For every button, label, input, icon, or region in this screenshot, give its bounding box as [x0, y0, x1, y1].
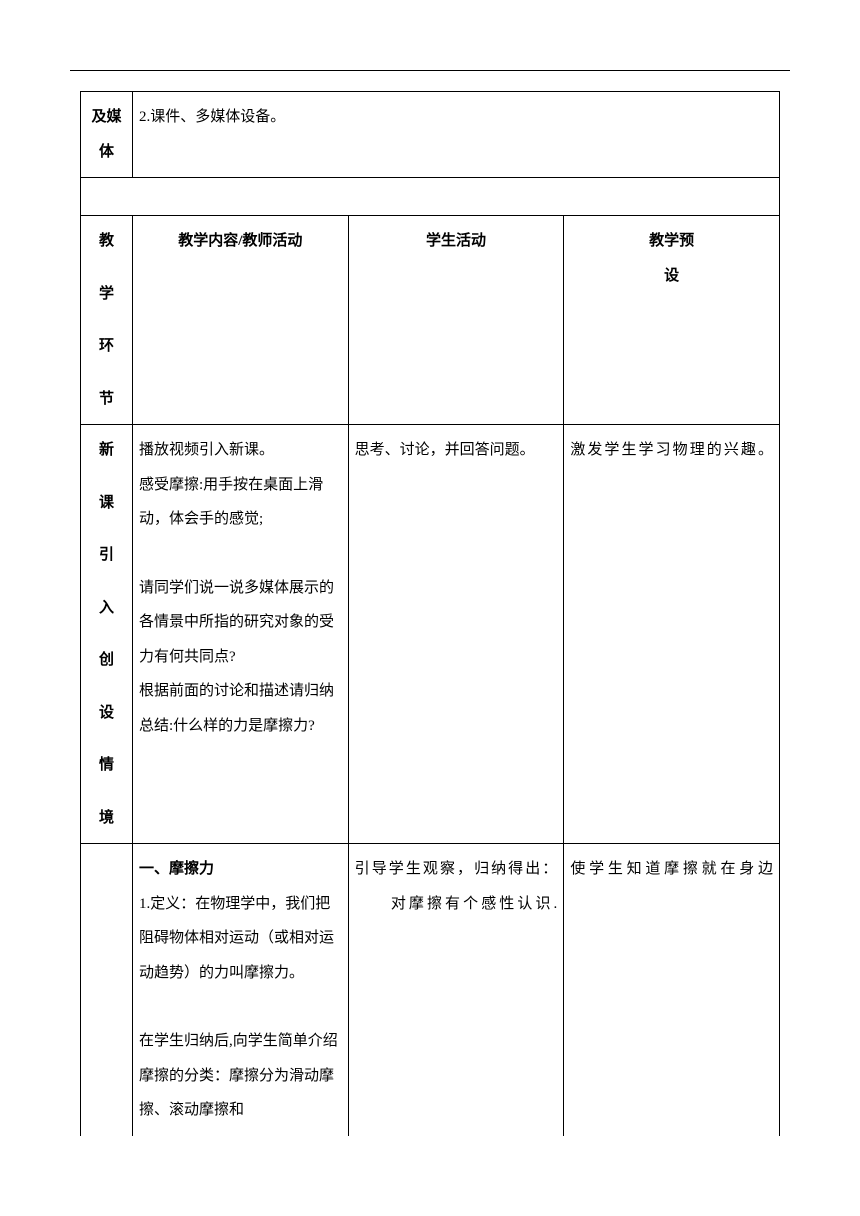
intro-label-text: 新 课 引 入 创 设 情 境	[87, 433, 126, 835]
friction-title: 一、摩擦力	[139, 852, 342, 887]
intro-activity-cell: 思考、讨论，并回答问题。	[348, 425, 564, 844]
intro-char-8: 境	[99, 801, 114, 836]
friction-content-1: 1.定义：在物理学中，我们把阻碍物体相对运动（或相对运动趋势）的力叫摩擦力。	[139, 887, 342, 991]
friction-label-cell	[81, 844, 133, 1136]
header-row: 教 学 环 节 教学内容/教师活动 学生活动 教学预 设	[81, 216, 780, 425]
friction-row: 一、摩擦力 1.定义：在物理学中，我们把阻碍物体相对运动（或相对运动趋势）的力叫…	[81, 844, 780, 1136]
friction-preset: 使学生知道摩擦就在身边	[570, 852, 773, 887]
intro-label-cell: 新 课 引 入 创 设 情 境	[81, 425, 133, 844]
intro-char-3: 引	[99, 538, 114, 573]
header-col4-line2: 设	[570, 259, 773, 294]
spacer-row	[81, 178, 780, 216]
media-content: 2.课件、多媒体设备。	[139, 109, 285, 125]
friction-spacer	[139, 990, 342, 1024]
header-col4-line1: 教学预	[570, 224, 773, 259]
friction-activity-1: 引导学生观察，归纳得出：	[355, 852, 558, 887]
friction-content-2: 在学生归纳后,向学生简单介绍摩擦的分类：摩擦分为滑动摩擦、滚动摩擦和	[139, 1024, 342, 1128]
header-col2-text: 教学内容/教师活动	[178, 233, 302, 249]
friction-activity-cell: 引导学生观察，归纳得出： 对摩擦有个感性认识.	[348, 844, 564, 1136]
intro-spacer-1	[139, 537, 342, 571]
header-col4: 教学预 设	[564, 216, 780, 425]
intro-char-1: 新	[99, 433, 114, 468]
intro-row: 新 课 引 入 创 设 情 境 播放视频引入新课。 感受摩擦:用手按在桌面上滑动…	[81, 425, 780, 844]
friction-content-cell: 一、摩擦力 1.定义：在物理学中，我们把阻碍物体相对运动（或相对运动趋势）的力叫…	[133, 844, 349, 1136]
header-char-4: 节	[99, 382, 114, 417]
media-content-cell: 2.课件、多媒体设备。	[133, 92, 780, 178]
intro-preset: 激发学生学习物理的兴趣。	[570, 442, 773, 458]
intro-spacer-2	[139, 743, 342, 763]
header-col1: 教 学 环 节	[81, 216, 133, 425]
intro-content-2: 感受摩擦:用手按在桌面上滑动，体会手的感觉;	[139, 468, 342, 537]
intro-content-3: 请同学们说一说多媒体展示的各情景中所指的研究对象的受力有何共同点?	[139, 571, 342, 675]
header-char-2: 学	[99, 277, 114, 312]
intro-char-7: 情	[99, 748, 114, 783]
intro-activity: 思考、讨论，并回答问题。	[355, 442, 535, 458]
intro-char-6: 设	[99, 696, 114, 731]
header-char-3: 环	[99, 329, 114, 364]
intro-char-5: 创	[99, 643, 114, 678]
intro-char-4: 入	[99, 591, 114, 626]
header-char-1: 教	[99, 224, 114, 259]
media-label-cell: 及媒体	[81, 92, 133, 178]
media-label: 及媒体	[91, 109, 121, 160]
intro-preset-cell: 激发学生学习物理的兴趣。	[564, 425, 780, 844]
intro-char-2: 课	[99, 486, 114, 521]
friction-activity-2: 对摩擦有个感性认识.	[355, 887, 558, 922]
intro-content-cell: 播放视频引入新课。 感受摩擦:用手按在桌面上滑动，体会手的感觉; 请同学们说一说…	[133, 425, 349, 844]
header-col1-text: 教 学 环 节	[87, 224, 126, 416]
header-col3: 学生活动	[348, 216, 564, 425]
header-col2: 教学内容/教师活动	[133, 216, 349, 425]
media-row: 及媒体 2.课件、多媒体设备。	[81, 92, 780, 178]
intro-content-1: 播放视频引入新课。	[139, 433, 342, 468]
header-col3-text: 学生活动	[426, 233, 486, 249]
page-top-line	[70, 70, 790, 71]
intro-content-4: 根据前面的讨论和描述请归纳总结:什么样的力是摩擦力?	[139, 674, 342, 743]
spacer-cell	[81, 178, 780, 216]
friction-preset-cell: 使学生知道摩擦就在身边	[564, 844, 780, 1136]
lesson-plan-table: 及媒体 2.课件、多媒体设备。 教 学 环 节 教学内容/教师活动 学生活动 教…	[80, 91, 780, 1136]
